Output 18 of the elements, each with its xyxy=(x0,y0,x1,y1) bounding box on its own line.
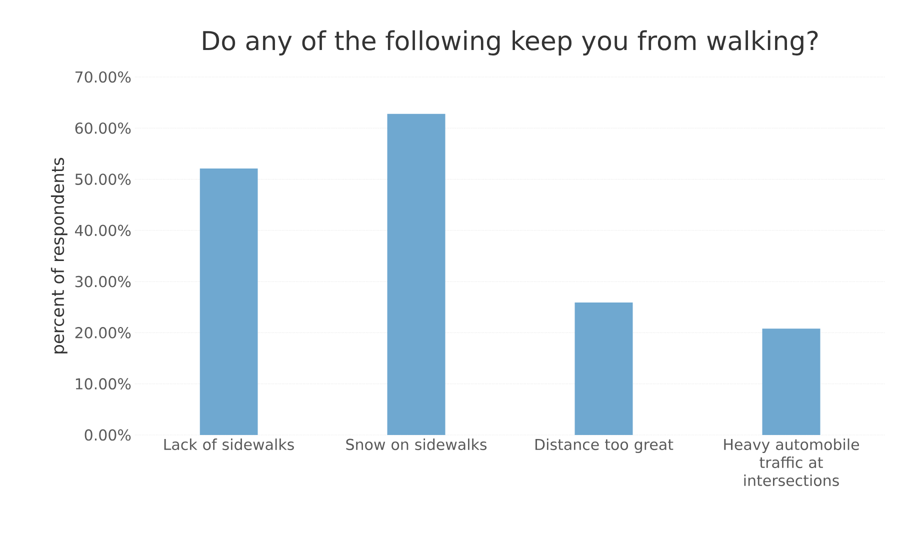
bar xyxy=(762,328,820,435)
x-tick-label: Heavy automobile traffic at intersections xyxy=(724,438,860,486)
y-tick-label: 60.00% xyxy=(75,122,131,134)
y-tick-label: 40.00% xyxy=(75,224,131,236)
chart-title: Do any of the following keep you from walking? xyxy=(203,30,818,56)
y-tick-label: 20.00% xyxy=(75,327,131,338)
y-tick-label: 30.00% xyxy=(75,276,131,288)
x-tick-label: Distance too great xyxy=(535,438,674,454)
y-tick-label: 50.00% xyxy=(75,174,131,185)
y-tick-label: 70.00% xyxy=(76,71,131,83)
x-tick-label: Snow on sidewalks xyxy=(346,438,487,450)
bar xyxy=(200,168,258,435)
y-tick-label: 0.00% xyxy=(84,429,131,441)
y-tick-label: 10.00% xyxy=(76,378,131,390)
bar xyxy=(574,302,633,435)
x-tick-label: Lack of sidewalks xyxy=(164,438,294,450)
y-axis-title: percent of respondents xyxy=(50,158,68,354)
bar xyxy=(387,114,446,435)
